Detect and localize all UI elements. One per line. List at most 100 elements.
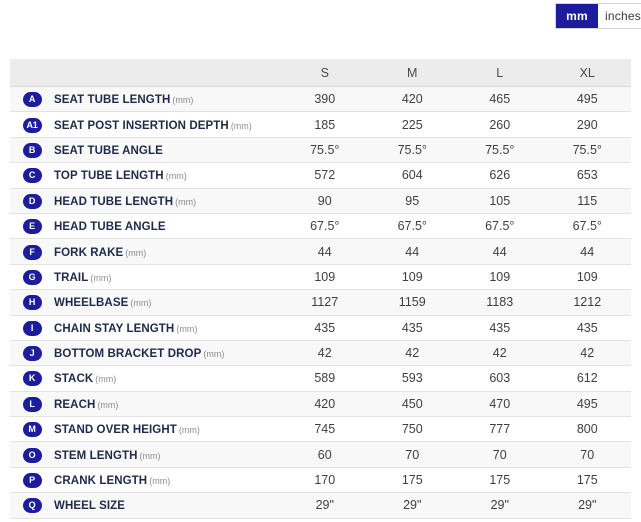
row-label-cell: SEAT TUBE ANGLE [54,137,281,164]
table-row: C TOP TUBE LENGTH (mm) 572 604 626 653 [10,162,631,189]
row-label-text: STEM LENGTH [54,449,138,462]
row-value-cell: 450 [368,391,456,418]
row-label-cell: FORK RAKE (mm) [54,238,281,265]
row-value-cell: 44 [368,238,456,265]
row-badge-cell: O [10,441,54,468]
row-label-cell: STEM LENGTH (mm) [54,441,281,468]
row-value-cell: 572 [281,162,369,189]
row-label-unit: (mm) [130,298,152,309]
geometry-badge-icon: A [22,92,42,108]
row-label-cell: STAND OVER HEIGHT (mm) [54,416,281,443]
geometry-badge-icon: A1 [22,117,42,133]
row-badge-cell: F [10,238,54,265]
table-row: E HEAD TUBE ANGLE 67.5° 67.5° 67.5° 67.5° [10,213,631,240]
table-row: D HEAD TUBE LENGTH (mm) 90 95 105 115 [10,188,631,214]
row-label-unit: (mm) [172,95,194,106]
unit-toggle-mm[interactable]: mm [556,4,598,28]
row-value-cell: 653 [543,162,631,189]
row-label-cell: WHEELBASE (mm) [54,289,281,316]
row-label-text: BOTTOM BRACKET DROP [54,348,202,361]
row-badge-cell: P [10,467,54,494]
row-value-cell: 44 [543,238,631,265]
row-badge-cell: A [10,86,54,113]
row-value-cell: 70 [368,441,456,468]
row-badge-cell: D [10,188,54,214]
row-label-text: STAND OVER HEIGHT [54,424,177,437]
row-label-cell: BOTTOM BRACKET DROP (mm) [54,340,281,367]
row-badge-cell: B [10,137,54,164]
table-row: F FORK RAKE (mm) 44 44 44 44 [10,238,631,265]
geometry-badge-icon: I [22,320,42,336]
row-value-cell: 170 [281,467,369,494]
geometry-badge-icon: K [22,371,42,387]
row-label-unit: (mm) [139,450,161,461]
table-body: A SEAT TUBE LENGTH (mm) 390 420 465 495 A1 SEAT … [10,86,631,519]
row-value-cell: 75.5° [456,137,544,164]
row-value-cell: 29" [281,492,369,519]
row-label-text: SEAT TUBE ANGLE [54,144,163,157]
row-label-text: CHAIN STAY LENGTH [54,322,175,335]
row-value-cell: 260 [456,111,544,138]
geometry-badge-icon: B [22,142,42,158]
row-badge-cell: M [10,416,54,443]
row-label-cell: WHEEL SIZE [54,492,281,519]
row-value-cell: 105 [456,188,544,214]
row-value-cell: 109 [456,264,544,291]
row-label-text: WHEEL SIZE [54,500,126,513]
row-value-cell: 115 [543,188,631,214]
header-size-s: S [281,59,369,87]
row-label-unit: (mm) [95,374,117,385]
row-label-cell: TRAIL (mm) [54,264,281,291]
row-label-text: TRAIL [54,271,89,284]
row-value-cell: 90 [281,188,369,214]
unit-toggle[interactable]: mm inches [555,3,641,29]
row-label-unit: (mm) [175,196,197,207]
row-label-unit: (mm) [125,247,147,258]
row-value-cell: 1212 [543,289,631,316]
row-value-cell: 420 [368,86,456,113]
row-label-unit: (mm) [203,349,225,360]
row-value-cell: 175 [368,467,456,494]
table-row: P CRANK LENGTH (mm) 170 175 175 175 [10,467,631,494]
row-label-text: REACH [54,398,96,411]
row-label-text: HEAD TUBE LENGTH [54,195,174,208]
table-row: A SEAT TUBE LENGTH (mm) 390 420 465 495 [10,86,631,113]
row-value-cell: 42 [543,340,631,367]
row-value-cell: 495 [543,86,631,113]
table-row: K STACK (mm) 589 593 603 612 [10,365,631,392]
row-label-cell: STACK (mm) [54,365,281,392]
row-badge-cell: A1 [10,111,54,138]
row-value-cell: 44 [281,238,369,265]
geometry-table: S M L XL A SEAT TUBE LENGTH (mm) 390 420 465 4… [10,59,631,519]
row-value-cell: 225 [368,111,456,138]
table-row: J BOTTOM BRACKET DROP (mm) 42 42 42 42 [10,340,631,367]
geometry-badge-icon: E [22,219,42,235]
row-label-text: TOP TUBE LENGTH [54,170,164,183]
row-label-cell: CRANK LENGTH (mm) [54,467,281,494]
row-label-text: FORK RAKE [54,246,124,259]
header-size-l: L [456,59,544,87]
row-value-cell: 67.5° [456,213,544,240]
row-label-unit: (mm) [165,171,187,182]
row-value-cell: 290 [543,111,631,138]
row-value-cell: 29" [456,492,544,519]
header-size-xl: XL [543,59,631,87]
row-label-unit: (mm) [97,399,119,410]
row-value-cell: 470 [456,391,544,418]
geometry-badge-icon: L [22,396,42,412]
row-badge-cell: K [10,365,54,392]
row-value-cell: 185 [281,111,369,138]
row-label-unit: (mm) [176,323,198,334]
row-badge-cell: I [10,315,54,341]
row-label-unit: (mm) [149,476,171,487]
geometry-badge-icon: M [22,422,42,438]
row-value-cell: 612 [543,365,631,392]
row-badge-cell: Q [10,492,54,519]
unit-toggle-inches[interactable]: inches [598,4,641,28]
row-value-cell: 626 [456,162,544,189]
row-value-cell: 42 [281,340,369,367]
row-label-cell: HEAD TUBE ANGLE [54,213,281,240]
row-value-cell: 109 [281,264,369,291]
row-value-cell: 435 [281,315,369,341]
row-value-cell: 435 [368,315,456,341]
